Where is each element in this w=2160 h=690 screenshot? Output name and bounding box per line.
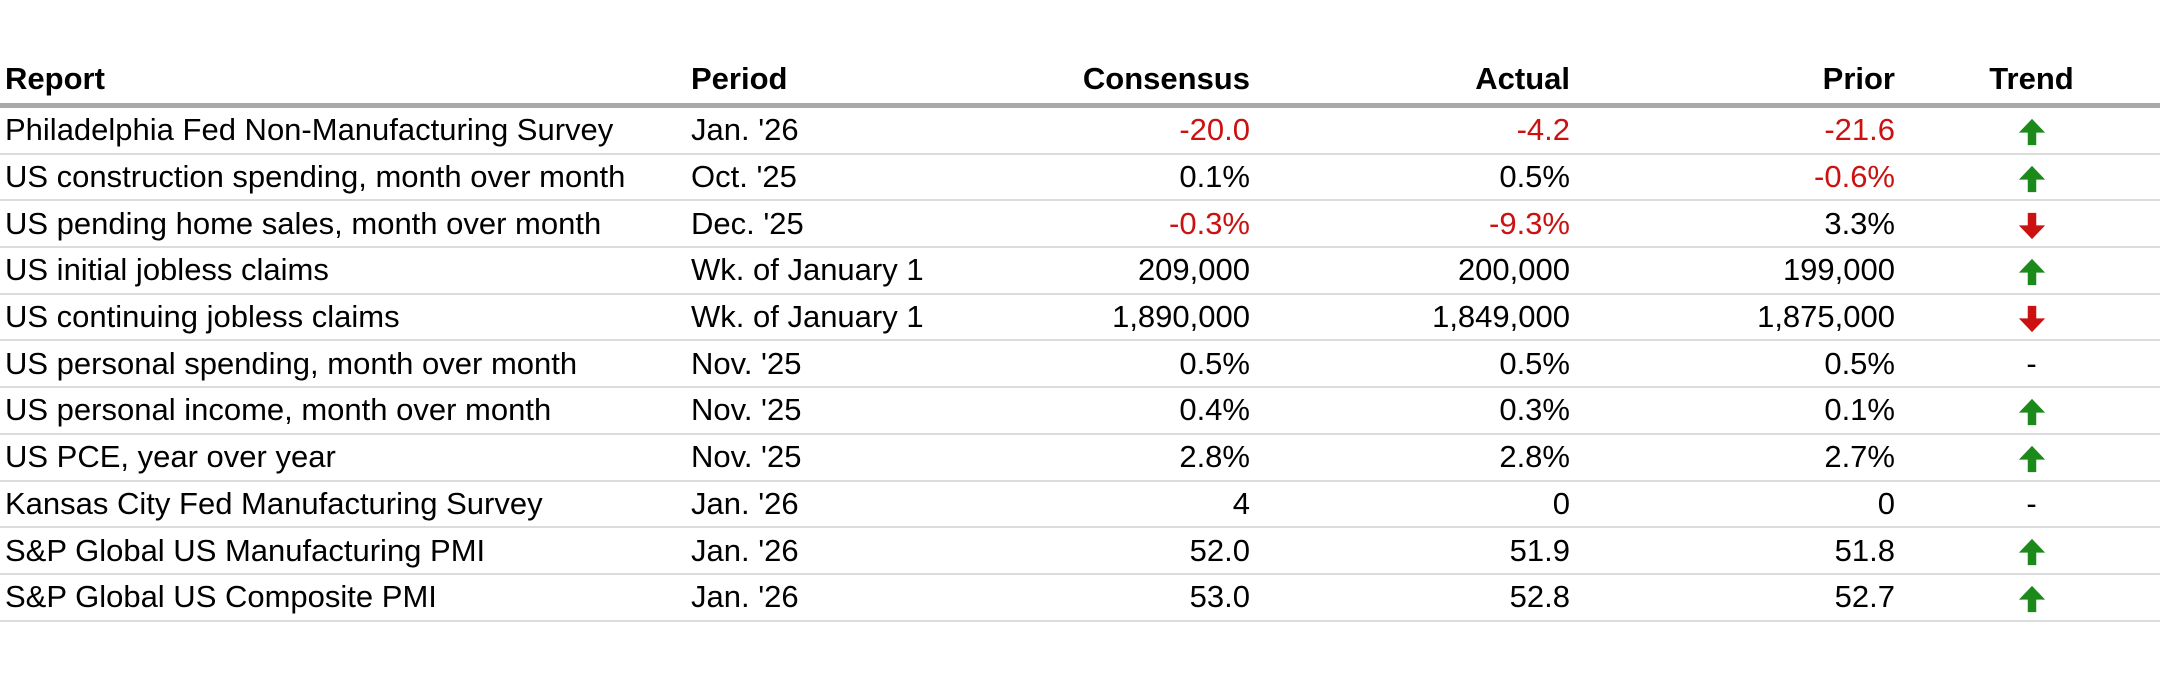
actual-cell: 1,849,000	[1432, 299, 1570, 335]
prior-cell: 199,000	[1782, 252, 1895, 288]
column-header-actual: Actual	[1475, 61, 1570, 96]
actual-cell: 0.5%	[1499, 159, 1570, 195]
trend-cell	[1903, 252, 2160, 288]
period-cell: Dec. '25	[691, 205, 804, 241]
period-cell: Nov. '25	[691, 392, 802, 428]
prior-cell: -0.6%	[1814, 159, 1895, 195]
prior-cell: 0	[1877, 485, 1895, 521]
table-body: Philadelphia Fed Non-Manufacturing Surve…	[0, 108, 2160, 622]
table-row: US pending home sales, month over month D…	[0, 201, 2160, 249]
trend-down-arrow-icon	[2017, 206, 2047, 241]
period-cell: Oct. '25	[691, 159, 797, 195]
actual-cell: 0	[1552, 485, 1570, 521]
trend-up-arrow-icon	[2017, 112, 2047, 147]
consensus-cell: 52.0	[1189, 532, 1250, 568]
report-cell: US personal income, month over month	[5, 392, 552, 428]
prior-cell: 1,875,000	[1757, 299, 1895, 335]
actual-cell: 2.8%	[1499, 439, 1570, 475]
consensus-cell: 4	[1232, 485, 1250, 521]
consensus-cell: 0.5%	[1179, 345, 1250, 381]
period-cell: Wk. of January 1	[691, 299, 924, 335]
actual-cell: 0.5%	[1499, 345, 1570, 381]
prior-cell: 3.3%	[1824, 205, 1895, 241]
actual-cell: 51.9	[1509, 532, 1570, 568]
economic-data-table: Report Period Consensus Actual Prior Tre…	[0, 0, 2160, 622]
actual-cell: 52.8	[1509, 579, 1570, 615]
trend-up-arrow-icon	[2017, 392, 2047, 427]
period-cell: Jan. '26	[691, 532, 799, 568]
table-row: US construction spending, month over mon…	[0, 155, 2160, 202]
table-row: US PCE, year over year Nov. '25 2.8% 2.8% 2.…	[0, 435, 2160, 482]
trend-cell: -	[1903, 486, 2160, 522]
report-cell: US pending home sales, month over month	[5, 205, 602, 241]
trend-up-arrow-icon	[2017, 439, 2047, 474]
trend-cell	[1903, 159, 2160, 195]
actual-cell: 0.3%	[1499, 392, 1570, 428]
trend-flat-dash: -	[2026, 485, 2037, 521]
report-cell: S&P Global US Manufacturing PMI	[5, 532, 486, 568]
table-header-row: Report Period Consensus Actual Prior Tre…	[0, 0, 2160, 108]
period-cell: Wk. of January 1	[691, 252, 924, 288]
period-cell: Nov. '25	[691, 439, 802, 475]
consensus-cell: 0.1%	[1179, 159, 1250, 195]
table-row: S&P Global US Composite PMI Jan. '26 53.0 5…	[0, 575, 2160, 622]
consensus-cell: 53.0	[1189, 579, 1250, 615]
column-header-report: Report	[5, 61, 105, 96]
table-row: S&P Global US Manufacturing PMI Jan. '26 5…	[0, 528, 2160, 575]
trend-cell	[1903, 299, 2160, 335]
period-cell: Nov. '25	[691, 345, 802, 381]
prior-cell: -21.6	[1824, 112, 1895, 148]
period-cell: Jan. '26	[691, 579, 799, 615]
report-cell: Philadelphia Fed Non-Manufacturing Surve…	[5, 112, 614, 148]
column-header-trend: Trend	[1989, 61, 2074, 96]
trend-up-arrow-icon	[2017, 579, 2047, 614]
table-row: US initial jobless claims Wk. of January …	[0, 248, 2160, 295]
consensus-cell: 209,000	[1137, 252, 1250, 288]
column-header-consensus: Consensus	[1082, 61, 1250, 96]
report-cell: US personal spending, month over month	[5, 345, 578, 381]
table-row: US continuing jobless claims Wk. of Janua…	[0, 295, 2160, 342]
table-row: US personal income, month over month Nov.…	[0, 388, 2160, 435]
report-cell: US continuing jobless claims	[5, 299, 400, 335]
trend-cell	[1903, 112, 2160, 148]
trend-cell	[1903, 206, 2160, 242]
prior-cell: 51.8	[1834, 532, 1895, 568]
trend-cell	[1903, 579, 2160, 615]
trend-cell	[1903, 392, 2160, 428]
consensus-cell: 1,890,000	[1112, 299, 1250, 335]
trend-up-arrow-icon	[2017, 252, 2047, 287]
table-row: Philadelphia Fed Non-Manufacturing Surve…	[0, 108, 2160, 155]
prior-cell: 0.5%	[1824, 345, 1895, 381]
report-cell: US initial jobless claims	[5, 252, 329, 288]
consensus-cell: -0.3%	[1169, 205, 1250, 241]
table-row: Kansas City Fed Manufacturing Survey Jan.…	[0, 482, 2160, 529]
prior-cell: 0.1%	[1824, 392, 1895, 428]
report-cell: S&P Global US Composite PMI	[5, 579, 437, 615]
actual-cell: -9.3%	[1489, 205, 1570, 241]
report-cell: US construction spending, month over mon…	[5, 159, 626, 195]
actual-cell: 200,000	[1457, 252, 1570, 288]
trend-up-arrow-icon	[2017, 159, 2047, 194]
consensus-cell: 0.4%	[1179, 392, 1250, 428]
report-cell: US PCE, year over year	[5, 439, 336, 475]
trend-cell	[1903, 533, 2160, 569]
period-cell: Jan. '26	[691, 112, 799, 148]
prior-cell: 2.7%	[1824, 439, 1895, 475]
trend-cell	[1903, 439, 2160, 475]
trend-up-arrow-icon	[2017, 533, 2047, 568]
prior-cell: 52.7	[1834, 579, 1895, 615]
consensus-cell: 2.8%	[1179, 439, 1250, 475]
column-header-period: Period	[691, 61, 788, 96]
trend-flat-dash: -	[2026, 345, 2037, 381]
actual-cell: -4.2	[1516, 112, 1570, 148]
consensus-cell: -20.0	[1179, 112, 1250, 148]
trend-down-arrow-icon	[2017, 299, 2047, 334]
period-cell: Jan. '26	[691, 485, 799, 521]
column-header-prior: Prior	[1822, 61, 1895, 96]
report-cell: Kansas City Fed Manufacturing Survey	[5, 485, 543, 521]
table-row: US personal spending, month over month No…	[0, 341, 2160, 389]
trend-cell: -	[1903, 346, 2160, 382]
